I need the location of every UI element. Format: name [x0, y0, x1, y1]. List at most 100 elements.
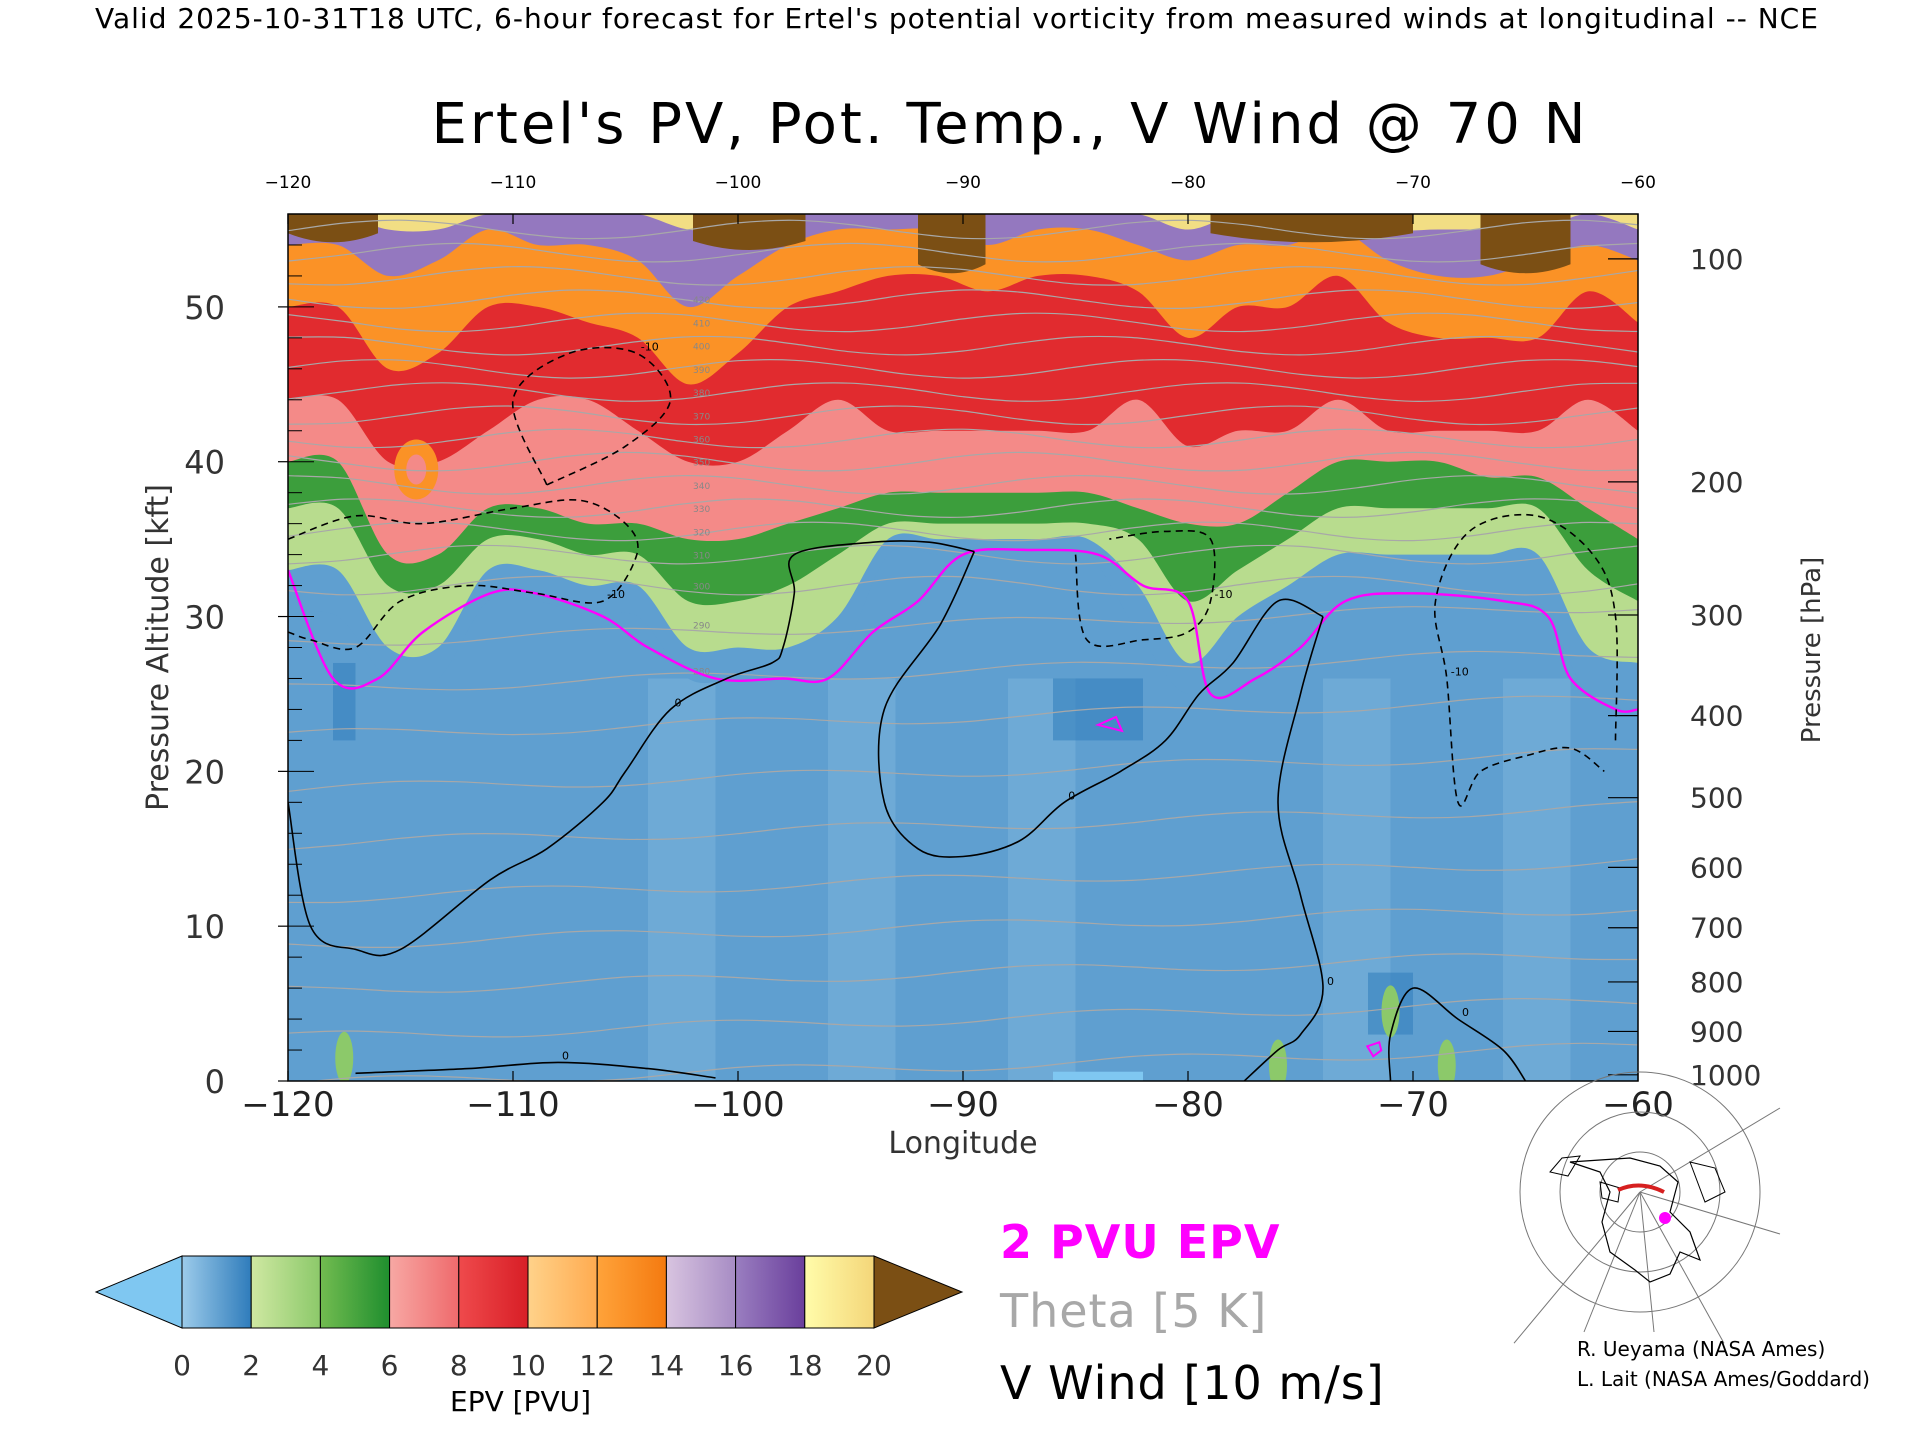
inset-meridian	[1639, 1191, 1725, 1344]
x-top-tick-label: −80	[1170, 173, 1206, 193]
inset-meridian	[1639, 1191, 1655, 1333]
credit-line-2: L. Lait (NASA Ames/Goddard)	[1577, 1367, 1870, 1391]
theta-contour	[288, 858, 1638, 904]
pv-overflow-patch	[1480, 214, 1571, 274]
inset-latitude-circle	[1599, 1151, 1681, 1233]
legend-vwind: V Wind [10 m/s]	[1000, 1356, 1385, 1410]
epv-filled-contours	[288, 214, 1638, 1081]
pv-underflow-patch	[1053, 1071, 1143, 1081]
colorbar-tick-label: 0	[173, 1349, 191, 1382]
inset-meridian	[1639, 1191, 1781, 1235]
vwind-contour	[355, 1061, 716, 1079]
pvu2-blob	[1094, 715, 1124, 733]
y-tick-label: 20	[184, 753, 225, 791]
inset-map	[1513, 1071, 1781, 1344]
y-tick-label: 40	[184, 444, 225, 482]
polar-stereographic-map-icon	[1513, 1071, 1781, 1344]
pvu2-blob	[1365, 1040, 1383, 1058]
theta-contour	[288, 289, 1638, 309]
theta-inline-label: 380	[693, 389, 710, 399]
theta-contour	[288, 997, 1638, 1038]
vwind-contour	[1243, 616, 1324, 1081]
inset-location-marker	[1659, 1212, 1671, 1224]
colorbar-tick-label: 2	[242, 1349, 260, 1382]
theta-inline-label: 330	[693, 505, 710, 515]
pressure-tick-label: 100	[1690, 243, 1743, 276]
theta-contour	[288, 650, 1638, 691]
vwind-contour	[1074, 529, 1216, 648]
x-top-tick-label: −70	[1395, 173, 1431, 193]
theta-contour	[288, 748, 1638, 792]
credit-line-1: R. Ueyama (NASA Ames)	[1577, 1337, 1826, 1361]
theta-contour	[288, 544, 1638, 565]
inset-latitude-circle	[1559, 1111, 1721, 1273]
colorbar-bin	[804, 1255, 875, 1329]
y-axis-label: Pressure Altitude [kft]	[141, 484, 176, 811]
valid-time-header: Valid 2025-10-31T18 UTC, 6-hour forecast…	[95, 2, 1819, 35]
x-top-tick-label: −100	[715, 173, 762, 193]
inset-latitude-circle	[1519, 1071, 1761, 1313]
pressure-tick-label: 900	[1690, 1015, 1743, 1048]
theta-inline-label: 320	[693, 528, 710, 538]
theta-contour	[288, 475, 1638, 495]
theta-inline-label: 300	[693, 583, 710, 593]
vwind-contour-label: -10	[1215, 588, 1233, 601]
theta-inline-label: 350	[693, 459, 710, 469]
colorbar: 0 2 4 6 8 10 12 14 16 18 20	[94, 1255, 964, 1382]
colorbar-tick-label: 6	[381, 1349, 399, 1382]
vwind-contour-label: 0	[1068, 789, 1075, 802]
colorbar-bin	[735, 1255, 806, 1329]
theta-contour	[288, 312, 1638, 333]
theta-inline-label: 340	[693, 482, 710, 492]
inset-meridian	[1639, 1107, 1781, 1193]
inset-coastline	[1569, 1157, 1702, 1283]
colorbar-bin	[665, 1255, 737, 1329]
pv-light-column	[648, 678, 716, 1081]
colorbar-over-arrow	[873, 1255, 964, 1329]
theta-contour	[288, 266, 1638, 286]
colorbar-tick-label: 14	[649, 1349, 685, 1382]
x-top-tick-label: −120	[265, 173, 312, 193]
theta-inline-label: 290	[693, 621, 710, 631]
vwind-contour	[288, 540, 975, 957]
theta-contour	[288, 335, 1638, 356]
colorbar-bin	[596, 1255, 667, 1329]
inset-coastline	[1549, 1155, 1726, 1203]
y2-axis-label: Pressure [hPa]	[1797, 557, 1827, 744]
vwind-contours: 0 0 0 0 0 -10 -10 -10 -10	[288, 244, 1618, 1081]
colorbar-bin	[527, 1255, 598, 1329]
colorbar-label: EPV [PVU]	[450, 1385, 592, 1418]
vwind-contour	[877, 551, 1324, 858]
theta-contour	[288, 521, 1638, 542]
pv-low-blob	[1437, 1039, 1456, 1081]
pv-low-blob	[1381, 985, 1400, 1038]
pvu2-contour	[288, 547, 1638, 1058]
x-top-tick-label: −110	[490, 173, 537, 193]
theta-inline-label: 400	[693, 343, 710, 353]
colorbar-tick-label: 8	[450, 1349, 468, 1382]
x-tick-label: −100	[691, 1085, 784, 1125]
pressure-tick-label: 700	[1690, 912, 1743, 945]
vwind-contour-label: -10	[1451, 665, 1469, 678]
y-tick-label: 50	[184, 289, 225, 327]
theta-inline-label: 410	[693, 319, 710, 329]
inset-meridian	[1513, 1191, 1641, 1344]
theta-contour	[288, 606, 1638, 646]
vwind-contour	[288, 499, 639, 651]
theta-inline-label: 280	[693, 668, 710, 678]
colorbar-tick-label: 10	[510, 1349, 546, 1382]
pressure-tick-label: 200	[1690, 466, 1743, 499]
vwind-contour-label: 0	[1327, 975, 1334, 988]
pv-overflow-patch	[918, 214, 986, 274]
colorbar-bin	[458, 1255, 529, 1329]
vwind-contour-label: 0	[675, 696, 682, 709]
pv-dark-patch	[1053, 678, 1143, 741]
vwind-contour	[1433, 513, 1618, 807]
x-top-tick-label: −90	[945, 173, 981, 193]
colorbar-tick-label: 16	[718, 1349, 754, 1382]
x-tick-label: −70	[1377, 1085, 1449, 1125]
theta-contour	[288, 242, 1638, 263]
vwind-contour-label: 0	[1462, 1006, 1469, 1019]
theta-inline-label: 370	[693, 412, 710, 422]
